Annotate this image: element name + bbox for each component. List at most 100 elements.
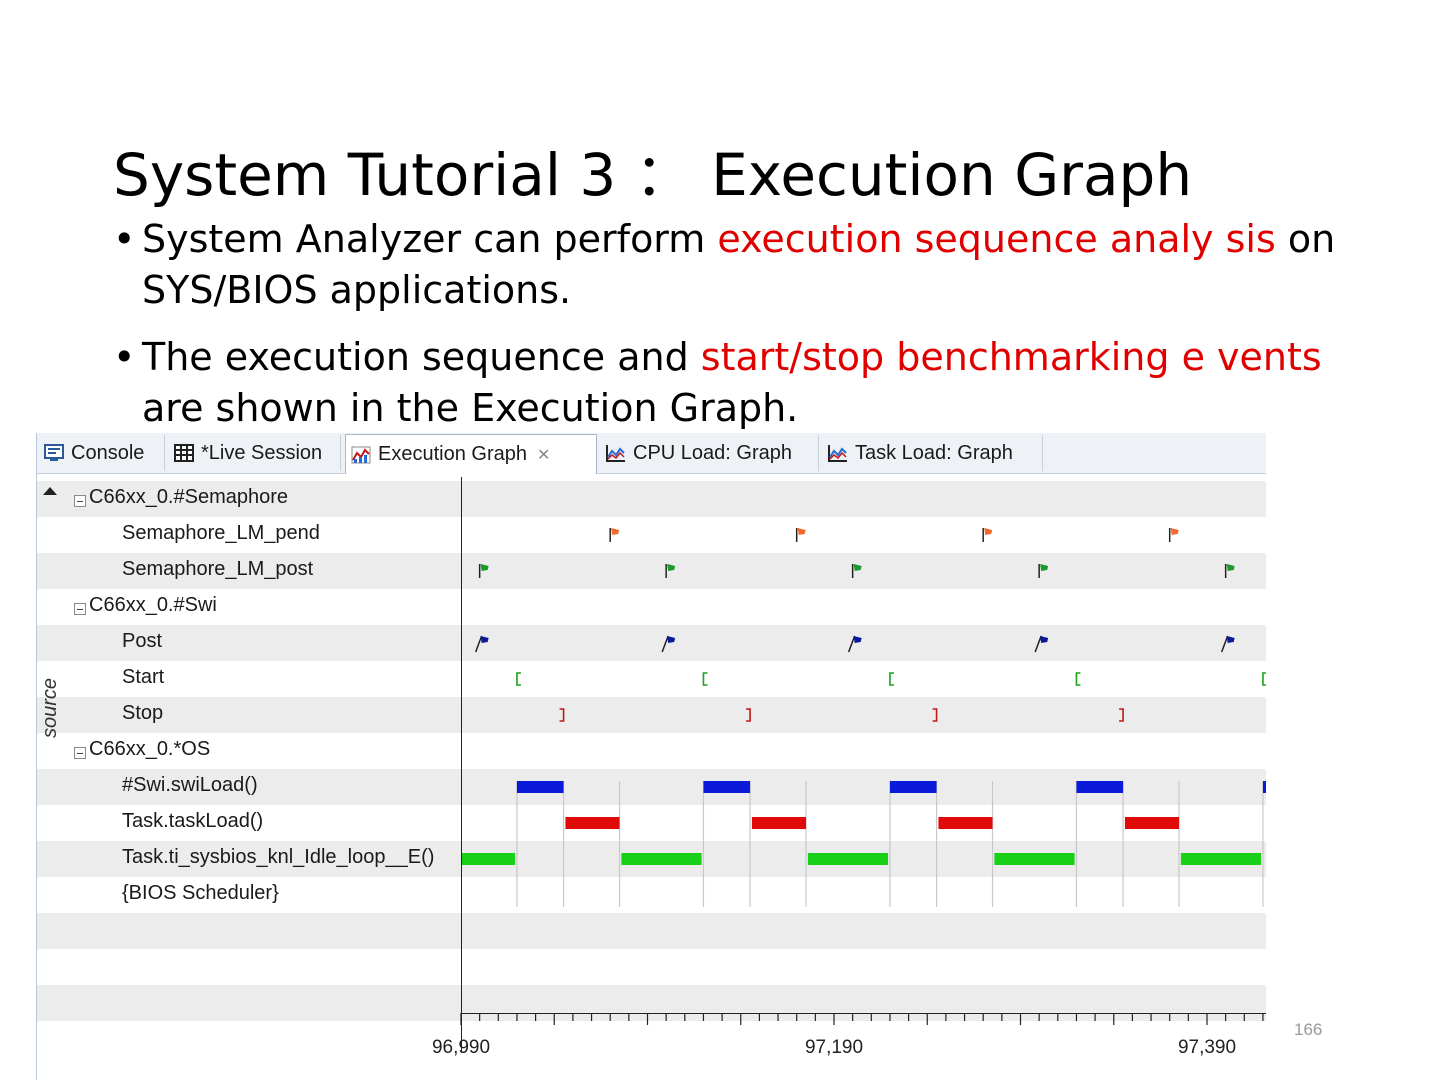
plot-left-border [461,477,462,1053]
swi-stop-marker [932,708,938,722]
row-label: Task.ti_sysbios_knl_Idle_loop__E() [122,846,435,868]
row-label: Semaphore_LM_pend [122,522,320,544]
idle-loop-interval [621,853,702,865]
bullet-text: are shown in the Execution Graph. [142,386,799,430]
row-task-load: Task.taskLoad() [37,805,1266,841]
bullet-highlight: start/stop benchmarking e vents [700,335,1322,379]
axis-tick-label: 96,990 [431,1037,491,1058]
swi-load-interval [1262,781,1266,793]
tab-label: Task Load: Graph [855,441,1013,464]
row-label: {BIOS Scheduler} [122,882,279,904]
row-label: Semaphore_LM_post [122,558,314,580]
bullet-dot: • [113,335,136,379]
tab-live-session[interactable]: *Live Session [169,435,341,471]
row-swi-load: #Swi.swiLoad() [37,769,1266,805]
row-empty [37,913,1266,949]
tab-bar: Console *Live Session Execution Graph ✕ … [37,433,1266,474]
swi-load-interval [889,781,937,793]
swi-load-interval [516,781,564,793]
swi-post-event-marker [847,635,862,653]
row-label: Post [122,630,163,652]
pend-event-marker [795,528,806,542]
swi-stop-marker [746,708,751,722]
post-event-marker [665,564,676,578]
collapse-icon[interactable] [74,495,86,507]
row-os-group: C66xx_0.*OS [37,733,1266,769]
time-axis [461,1013,1266,1014]
row-label: Task.taskLoad() [122,810,264,832]
tab-label: CPU Load: Graph [633,441,792,464]
execution-graph-canvas [460,528,1266,1025]
swi-start-marker [889,672,894,686]
row-bios-scheduler: {BIOS Scheduler} [37,877,1266,913]
bullet-item: • System Analyzer can perform execution … [113,214,1343,316]
tab-task-load-graph[interactable]: Task Load: Graph [823,435,1043,471]
idle-loop-interval [994,853,1075,865]
pend-event-marker [982,528,993,542]
axis-tick-label: 97,190 [804,1037,864,1058]
bullet-text: The execution sequence and [142,335,701,379]
bullet-highlight: execution sequence analy sis [717,217,1276,261]
table-grid-icon [174,444,194,462]
swi-post-event-marker [1034,635,1049,653]
post-event-marker [1224,564,1235,578]
close-icon[interactable]: ✕ [536,446,551,464]
post-event-marker [1038,564,1049,578]
bullet-list: • System Analyzer can perform execution … [113,214,1343,450]
bullet-text: on SYS/BIOS applications. [142,217,1336,312]
swi-start-marker [516,672,521,686]
tab-label: Execution Graph [378,443,527,465]
task-load-interval [751,817,807,829]
tab-label: Console [71,441,145,464]
row-semaphore-pend: Semaphore_LM_pend [37,517,1266,553]
post-event-marker [478,564,489,578]
idle-loop-interval [461,853,516,865]
task-load-interval [938,817,993,829]
tab-console[interactable]: Console [39,435,165,471]
swi-start-marker [1262,672,1266,686]
row-label: Start [122,666,165,688]
swi-start-marker [1075,672,1081,686]
collapse-icon[interactable] [74,603,86,615]
axis-tick-label: 97,390 [1177,1037,1237,1058]
console-icon [44,444,64,461]
swi-start-marker [702,672,708,686]
row-label: C66xx_0.*OS [89,738,211,760]
execution-graph-panel: Console *Live Session Execution Graph ✕ … [36,433,1266,1080]
row-swi-stop: Stop [37,697,1266,733]
row-semaphore-post: Semaphore_LM_post [37,553,1266,589]
bullet-text: System Analyzer can perform [142,217,718,261]
swi-stop-marker [559,708,565,722]
idle-loop-interval [807,853,889,865]
idle-loop-interval [1180,853,1262,865]
slide-title: System Tutorial 3 ： Execution Graph [113,141,1193,209]
swi-stop-marker [1119,708,1124,722]
swi-load-interval [1076,781,1124,793]
row-empty [37,985,1266,1021]
row-swi-group: C66xx_0.#Swi [37,589,1266,625]
row-label: C66xx_0.#Semaphore [89,486,289,508]
tab-cpu-load-graph[interactable]: CPU Load: Graph [601,435,819,471]
row-swi-post: Post [37,625,1266,661]
task-load-interval [565,817,620,829]
scroll-up-icon[interactable] [43,487,57,495]
row-label: Stop [122,702,164,724]
pend-event-marker [1168,528,1179,542]
line-graph-icon [828,445,847,462]
row-swi-start: Start [37,661,1266,697]
post-event-marker [851,564,862,578]
swi-post-event-marker [661,635,676,653]
bullet-dot: • [113,217,136,261]
swi-post-event-marker [474,635,489,653]
tab-label: *Live Session [201,441,323,464]
tab-execution-graph[interactable]: Execution Graph ✕ [345,434,597,474]
row-label: C66xx_0.#Swi [89,594,217,616]
swi-post-event-marker [1220,635,1235,653]
swi-load-interval [703,781,751,793]
collapse-icon[interactable] [74,747,86,759]
task-load-interval [1124,817,1180,829]
row-label: #Swi.swiLoad() [122,774,258,796]
page-number: 166 [1294,1020,1323,1039]
line-graph-icon [606,445,625,462]
bullet-item: • The execution sequence and start/stop … [113,332,1343,434]
